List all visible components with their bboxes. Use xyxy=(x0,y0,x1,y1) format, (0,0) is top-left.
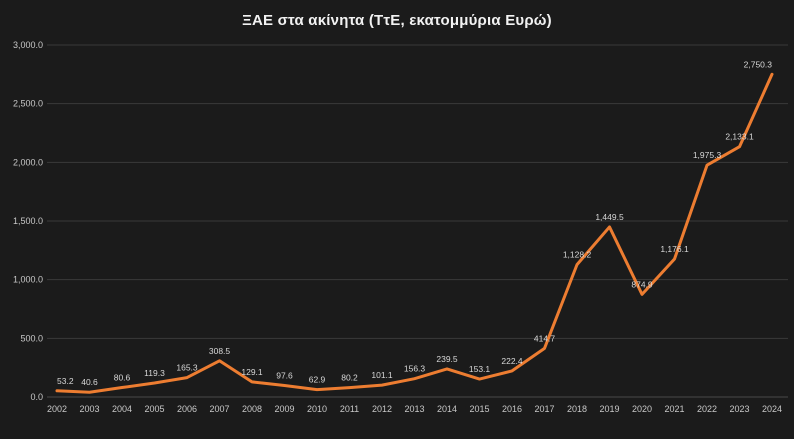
x-axis-tick-label: 2007 xyxy=(209,404,229,414)
data-point-label: 1,128.2 xyxy=(563,250,592,260)
data-point-label: 1,449.5 xyxy=(595,212,624,222)
data-point-label: 80.2 xyxy=(341,373,358,383)
x-axis-tick-label: 2012 xyxy=(372,404,392,414)
data-point-label: 165.3 xyxy=(176,363,198,373)
x-axis-tick-label: 2004 xyxy=(112,404,132,414)
data-point-label: 1,975.3 xyxy=(693,150,722,160)
x-axis-tick-label: 2024 xyxy=(762,404,782,414)
data-point-label: 222.4 xyxy=(501,356,523,366)
data-point-label: 2,133.1 xyxy=(725,132,754,142)
data-point-label: 239.5 xyxy=(436,354,458,364)
data-series-line xyxy=(55,72,774,394)
x-axis-tick-label: 2021 xyxy=(664,404,684,414)
x-axis-tick-label: 2015 xyxy=(469,404,489,414)
chart-title: ΞΑΕ στα ακίνητα (ΤτΕ, εκατομμύρια Ευρώ) xyxy=(242,12,552,29)
data-point-label: 1,176.1 xyxy=(660,244,689,254)
y-axis-tick-label: 2,500.0 xyxy=(13,99,43,109)
data-point-label: 97.6 xyxy=(276,371,293,381)
y-axis-tick-label: 3,000.0 xyxy=(13,40,43,50)
x-axis-tick-label: 2014 xyxy=(437,404,457,414)
data-point-label: 119.3 xyxy=(144,368,165,378)
data-point-label: 156.3 xyxy=(404,364,426,374)
x-axis-tick-label: 2011 xyxy=(340,404,359,414)
data-point-label: 80.6 xyxy=(114,373,131,383)
x-axis-tick-label: 2020 xyxy=(632,404,652,414)
data-point-label: 308.5 xyxy=(209,346,231,356)
x-axis-tick-label: 2019 xyxy=(599,404,619,414)
x-axis-tick-label: 2005 xyxy=(144,404,164,414)
x-axis-tick-label: 2008 xyxy=(242,404,262,414)
y-axis-tick-label: 1,500.0 xyxy=(13,216,43,226)
x-axis-tick-label: 2010 xyxy=(307,404,327,414)
x-axis-tick-label: 2018 xyxy=(567,404,587,414)
x-axis-tick-label: 2022 xyxy=(697,404,717,414)
x-axis-tick-label: 2003 xyxy=(79,404,99,414)
data-point-label: 414.7 xyxy=(534,333,556,343)
x-axis-tick-label: 2013 xyxy=(404,404,424,414)
data-point-label: 874.9 xyxy=(631,279,653,289)
x-axis-tick-label: 2016 xyxy=(502,404,522,414)
data-point-label: 40.6 xyxy=(81,377,98,387)
data-point-label: 101.1 xyxy=(371,370,393,380)
x-axis-tick-label: 2002 xyxy=(47,404,67,414)
data-point-label: 153.1 xyxy=(469,364,491,374)
y-axis-tick-label: 1,000.0 xyxy=(13,275,43,285)
y-axis-tick-label: 2,000.0 xyxy=(13,157,43,167)
x-axis-tick-label: 2023 xyxy=(729,404,749,414)
data-point-label: 53.2 xyxy=(57,376,74,386)
data-point-label: 129.1 xyxy=(241,367,263,377)
data-point-label: 62.9 xyxy=(309,375,326,385)
x-axis-tick-label: 2006 xyxy=(177,404,197,414)
y-axis-tick-label: 500.0 xyxy=(20,333,43,343)
x-axis-tick-label: 2009 xyxy=(274,404,294,414)
data-point-label: 2,750.3 xyxy=(744,59,773,69)
y-axis-tick-label: 0.0 xyxy=(30,392,43,402)
x-axis-tick-label: 2017 xyxy=(534,404,554,414)
